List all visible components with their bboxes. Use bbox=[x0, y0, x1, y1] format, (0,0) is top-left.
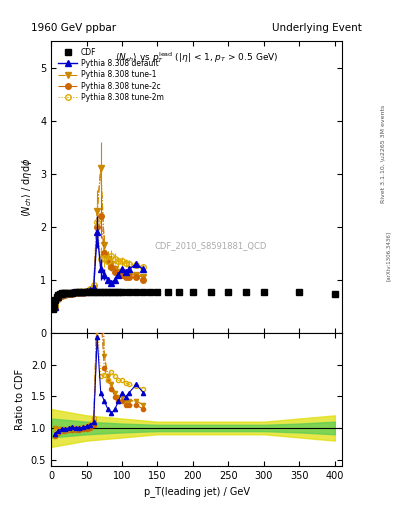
Text: Rivet 3.1.10, \u2265 3M events: Rivet 3.1.10, \u2265 3M events bbox=[381, 104, 386, 203]
Text: [arXiv:1306.3436]: [arXiv:1306.3436] bbox=[386, 231, 391, 281]
Legend: CDF, Pythia 8.308 default, Pythia 8.308 tune-1, Pythia 8.308 tune-2c, Pythia 8.3: CDF, Pythia 8.308 default, Pythia 8.308 … bbox=[55, 45, 167, 105]
Y-axis label: Ratio to CDF: Ratio to CDF bbox=[15, 369, 25, 430]
Text: CDF_2010_S8591881_QCD: CDF_2010_S8591881_QCD bbox=[155, 241, 267, 250]
Text: Underlying Event: Underlying Event bbox=[272, 23, 362, 33]
Y-axis label: $\langle N_{ch}\rangle$ / d$\eta$d$\phi$: $\langle N_{ch}\rangle$ / d$\eta$d$\phi$ bbox=[20, 157, 35, 217]
Text: $\langle N_{ch}\rangle$ vs $p_T^{\rm lead}$ ($|\eta|$ < 1, $p_T$ > 0.5 GeV): $\langle N_{ch}\rangle$ vs $p_T^{\rm lea… bbox=[115, 50, 278, 65]
Text: 1960 GeV ppbar: 1960 GeV ppbar bbox=[31, 23, 117, 33]
X-axis label: p_T(leading jet) / GeV: p_T(leading jet) / GeV bbox=[143, 486, 250, 497]
